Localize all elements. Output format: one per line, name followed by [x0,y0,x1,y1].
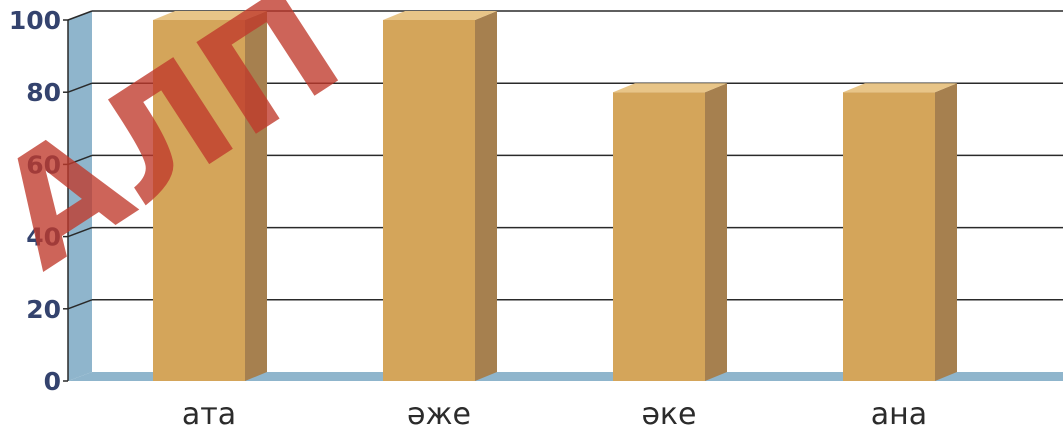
y-tick-label: 80 [26,78,61,107]
y-tick-label: 20 [26,295,61,324]
bar-top [153,11,267,20]
bar-top [843,83,957,93]
bar-front [383,20,475,381]
bar-3 [613,83,727,381]
bar-1 [153,11,267,381]
x-category-label: әке [641,397,696,432]
y-tick-label: 40 [26,223,61,252]
bar-2 [383,11,497,381]
gridline-diagonal [67,226,93,238]
bar-top [613,83,727,93]
x-axis-labels: ата әже әке ана [182,397,927,432]
floor-plane [68,372,1063,381]
y-tick-label: 100 [9,6,61,35]
chart-floor [68,372,1063,381]
gridline-diagonal [67,299,93,310]
gridline-diagonal [67,154,93,166]
gridline-diagonal [67,82,93,93]
bar-side [935,83,957,381]
bar-front [613,92,705,381]
x-category-label: ана [871,397,927,432]
bar-side [705,83,727,381]
bar-top [383,11,497,20]
bar-front [843,92,935,381]
bar-side [475,11,497,381]
y-axis-ticks: 0 20 40 60 80 100 [9,6,61,396]
chart-back-wall [67,11,92,381]
bar-front [153,20,245,381]
chart-bars [153,11,957,381]
bar-side [245,11,267,381]
y-tick-label: 60 [26,150,61,179]
left-wall [68,11,92,381]
gridline-diagonal [67,10,93,21]
bar-4 [843,83,957,381]
y-tick-label: 0 [44,367,61,396]
x-category-label: әже [407,397,471,432]
x-category-label: ата [182,397,236,432]
